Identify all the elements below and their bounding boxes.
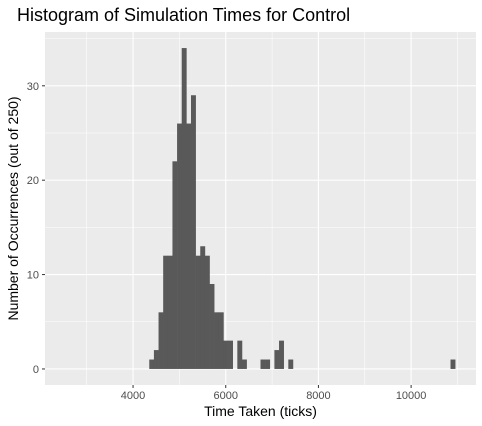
histogram-bar <box>218 312 224 369</box>
x-tick-label: 4000 <box>121 390 145 402</box>
histogram-bar <box>149 359 155 369</box>
x-axis-title: Time Taken (ticks) <box>204 403 317 419</box>
histogram-bar <box>163 255 169 369</box>
histogram-bar <box>209 284 215 369</box>
plot-panel <box>45 32 476 385</box>
histogram-bar <box>158 312 164 369</box>
y-tick-label: 20 <box>27 175 39 187</box>
histogram-bar <box>241 359 247 369</box>
histogram-bar <box>167 255 173 369</box>
histogram-bar <box>153 350 159 369</box>
histogram-bar <box>181 48 187 369</box>
x-tick-label: 8000 <box>306 390 330 402</box>
histogram-bar <box>223 340 229 369</box>
histogram-bar <box>237 340 243 369</box>
histogram-bar <box>274 350 280 369</box>
histogram-bar <box>177 123 183 369</box>
histogram-bar <box>450 359 456 369</box>
histogram-bar <box>195 255 201 369</box>
histogram-bars <box>149 48 456 369</box>
histogram-bar <box>200 246 206 369</box>
histogram-bar <box>214 312 220 369</box>
x-axis: 4000 6000 8000 10000 <box>121 385 427 402</box>
y-axis-title: Number of Occurrences (out of 250) <box>5 96 21 320</box>
y-axis: 0 10 20 30 <box>27 81 45 376</box>
x-tick-label: 10000 <box>396 390 427 402</box>
histogram-bar <box>288 359 294 369</box>
x-tick-label: 6000 <box>213 390 237 402</box>
minor-gridlines <box>45 32 476 385</box>
histogram-bar <box>172 161 178 369</box>
major-gridlines <box>45 32 476 385</box>
histogram-bar <box>279 340 284 369</box>
histogram-bar <box>228 340 233 369</box>
histogram-bar <box>186 123 192 369</box>
y-tick-label: 0 <box>33 364 39 376</box>
histogram-bar <box>204 255 210 369</box>
y-tick-label: 30 <box>27 81 39 93</box>
histogram-bar <box>190 95 196 369</box>
histogram-bar <box>265 359 271 369</box>
histogram-bar <box>260 359 266 369</box>
y-tick-label: 10 <box>27 270 39 282</box>
chart-title: Histogram of Simulation Times for Contro… <box>17 5 350 25</box>
